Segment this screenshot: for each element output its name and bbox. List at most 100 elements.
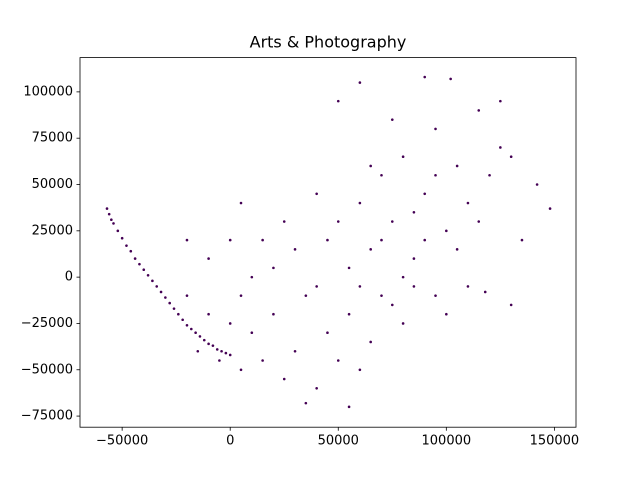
point [455,248,459,251]
point [369,164,372,168]
point [215,348,219,351]
point [488,173,491,177]
point [211,344,215,347]
point [185,238,189,242]
y-tick-label: 25000 [32,223,73,238]
point [282,377,286,381]
point [155,285,159,288]
y-tick-label: 75000 [32,131,73,146]
point [466,285,470,288]
point [272,312,275,316]
point [347,266,351,270]
point [207,312,210,316]
point [250,331,254,335]
point [412,285,416,288]
point [358,81,362,84]
point [125,244,128,247]
point [151,279,154,283]
point [369,340,372,344]
y-tick-label: 0 [65,270,73,285]
y-tick-label: 50000 [32,177,73,192]
point [477,220,481,223]
point [548,207,552,210]
point [401,322,405,325]
point [315,285,318,288]
point [164,296,167,299]
point [423,75,427,79]
point [401,275,405,279]
point [434,294,437,297]
point [315,386,318,390]
plot-frame [79,57,577,428]
point [293,349,297,353]
point [228,238,232,242]
point [282,220,286,223]
point [509,303,513,307]
point [483,290,487,294]
y-tick-label: −75000 [21,409,73,424]
point [112,222,115,225]
point [177,312,180,316]
point [207,342,210,346]
point [499,146,502,149]
point [423,238,427,242]
point [390,303,394,307]
point [390,220,394,223]
x-tick-label: 150000 [530,434,580,449]
point [293,248,297,251]
point [380,173,383,177]
point [159,290,163,294]
point [272,266,275,270]
point [466,201,470,205]
point [105,207,109,210]
point [434,127,437,131]
point [445,312,448,316]
point [181,318,184,322]
point [315,192,318,196]
point [477,109,481,112]
point [499,99,502,103]
point [412,257,416,260]
chart-title: Arts & Photography [250,33,407,52]
point [194,331,197,335]
point [336,220,340,223]
point [228,353,232,357]
point [185,294,189,297]
point [146,273,150,277]
point [358,201,362,205]
point [239,294,243,297]
point [336,99,340,103]
point [520,238,524,242]
point [326,238,329,242]
point [401,155,405,159]
point [129,249,133,253]
x-tick-label: 0 [226,434,234,449]
point [220,349,223,353]
x-tick-label: 50000 [318,434,359,449]
point [202,338,206,342]
point [120,236,124,240]
point [168,301,171,305]
x-tick-label: −50000 [96,434,148,449]
point [347,405,351,409]
point [390,118,394,121]
point [369,248,372,251]
point [326,331,329,335]
point [304,401,308,405]
point [239,201,243,205]
y-tick-label: −25000 [21,316,73,331]
point [190,327,193,331]
x-tick-label: 100000 [422,434,472,449]
point [261,359,264,362]
point [239,368,243,372]
point [455,164,459,168]
point [116,229,120,233]
point [304,294,308,297]
point [224,351,228,355]
point [198,335,202,338]
point [107,212,111,216]
point [358,368,362,372]
point [509,155,513,159]
